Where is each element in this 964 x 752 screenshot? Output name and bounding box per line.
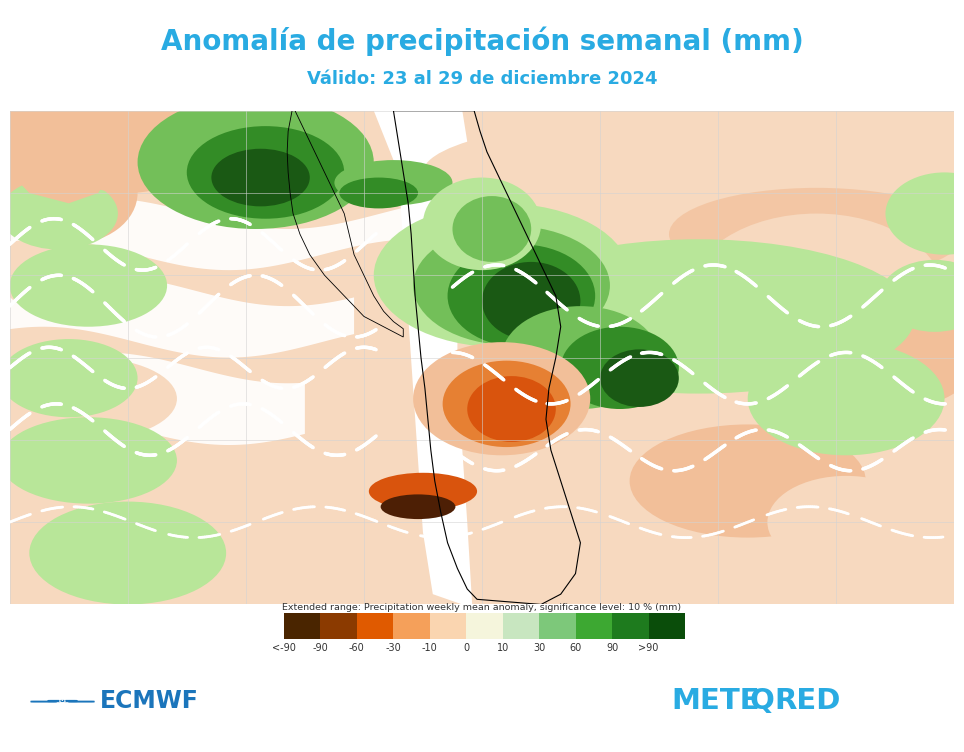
Ellipse shape: [482, 239, 915, 393]
Ellipse shape: [442, 361, 571, 447]
FancyBboxPatch shape: [357, 614, 393, 638]
FancyBboxPatch shape: [68, 701, 94, 702]
Ellipse shape: [138, 96, 374, 229]
Ellipse shape: [0, 339, 138, 417]
Ellipse shape: [880, 260, 964, 332]
Ellipse shape: [629, 424, 866, 538]
Text: METE: METE: [671, 687, 760, 715]
Ellipse shape: [600, 350, 679, 407]
Ellipse shape: [0, 417, 177, 504]
Text: Extended range: Precipitation weekly mean anomaly, significance level: 10 % (mm): Extended range: Precipitation weekly mea…: [282, 603, 682, 612]
Ellipse shape: [0, 141, 138, 244]
Text: -10: -10: [421, 644, 438, 653]
Text: 10: 10: [496, 644, 509, 653]
Ellipse shape: [211, 149, 309, 206]
Ellipse shape: [414, 226, 610, 345]
Ellipse shape: [0, 177, 118, 250]
Ellipse shape: [187, 126, 344, 219]
Polygon shape: [374, 111, 472, 605]
Ellipse shape: [0, 358, 177, 440]
Text: RED: RED: [775, 687, 842, 715]
FancyBboxPatch shape: [539, 614, 576, 638]
Text: ECMWF: ECMWF: [99, 689, 199, 713]
Text: -30: -30: [386, 644, 401, 653]
Ellipse shape: [767, 476, 924, 569]
Text: Q: Q: [749, 687, 774, 715]
Text: -60: -60: [349, 644, 364, 653]
Text: -90: -90: [312, 644, 328, 653]
Ellipse shape: [561, 326, 679, 409]
Ellipse shape: [414, 342, 590, 455]
Text: ⚙: ⚙: [57, 696, 66, 706]
Ellipse shape: [423, 177, 541, 270]
Ellipse shape: [0, 239, 98, 311]
FancyBboxPatch shape: [283, 614, 320, 638]
Text: Anomalía de precipitación semanal (mm): Anomalía de precipitación semanal (mm): [161, 26, 803, 56]
Ellipse shape: [29, 502, 227, 605]
Ellipse shape: [423, 116, 964, 229]
FancyBboxPatch shape: [649, 614, 685, 638]
FancyBboxPatch shape: [320, 614, 357, 638]
Polygon shape: [10, 275, 354, 357]
FancyBboxPatch shape: [430, 614, 467, 638]
Ellipse shape: [369, 473, 477, 510]
Ellipse shape: [468, 376, 556, 442]
Polygon shape: [10, 198, 403, 270]
FancyBboxPatch shape: [393, 614, 430, 638]
Ellipse shape: [447, 244, 595, 347]
Ellipse shape: [335, 160, 452, 205]
Polygon shape: [10, 353, 305, 445]
Ellipse shape: [452, 196, 531, 262]
Text: 0: 0: [463, 644, 469, 653]
FancyBboxPatch shape: [31, 701, 57, 702]
Ellipse shape: [339, 177, 418, 208]
Ellipse shape: [501, 306, 659, 409]
FancyBboxPatch shape: [467, 614, 502, 638]
Text: 60: 60: [570, 644, 581, 653]
Text: >90: >90: [638, 644, 658, 653]
Ellipse shape: [381, 494, 455, 519]
Ellipse shape: [482, 262, 580, 340]
Ellipse shape: [688, 214, 945, 378]
FancyBboxPatch shape: [47, 700, 78, 702]
Text: Válido: 23 al 29 de diciembre 2024: Válido: 23 al 29 de diciembre 2024: [307, 70, 657, 88]
Ellipse shape: [669, 188, 964, 280]
FancyBboxPatch shape: [576, 614, 612, 638]
Text: 30: 30: [533, 644, 546, 653]
Ellipse shape: [748, 342, 945, 455]
Polygon shape: [10, 111, 118, 203]
Text: <-90: <-90: [272, 644, 296, 653]
Ellipse shape: [807, 286, 964, 409]
Ellipse shape: [10, 244, 167, 326]
FancyBboxPatch shape: [612, 614, 649, 638]
Ellipse shape: [49, 90, 206, 193]
Ellipse shape: [374, 203, 629, 347]
FancyBboxPatch shape: [502, 614, 539, 638]
Ellipse shape: [886, 172, 964, 255]
Text: 90: 90: [606, 644, 618, 653]
